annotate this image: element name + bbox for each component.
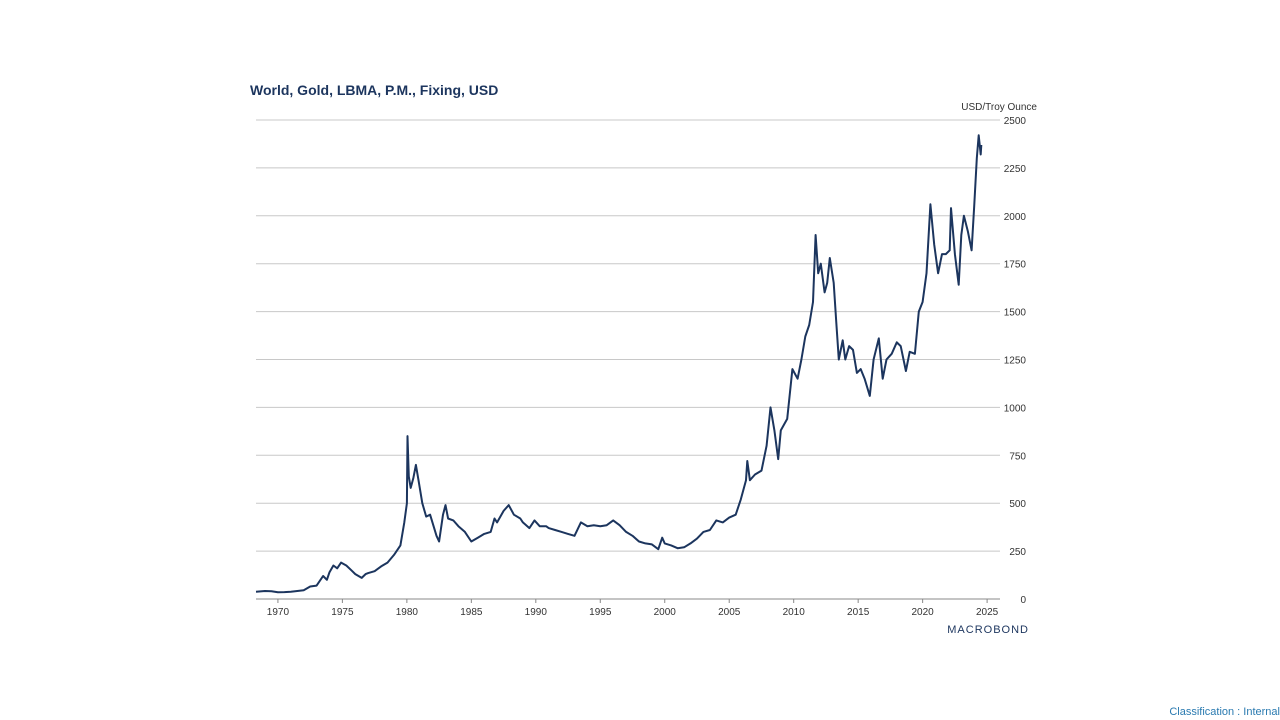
y-tick-label-1750: 1750 [1004, 260, 1027, 271]
y-tick-label-0: 0 [1020, 595, 1026, 606]
y-axis-label: USD/Troy Ounce [961, 102, 1037, 113]
x-axis-ticks: 1970 1975 1980 1985 1990 1995 2000 2005 2010 2015… [267, 599, 999, 618]
macrobond-logo: MACROBOND [947, 624, 1029, 636]
y-tick-label-1250: 1250 [1004, 356, 1027, 367]
y-tick-label-2250: 2250 [1004, 164, 1027, 175]
series-line-gold-price [255, 134, 983, 594]
x-tick-label-2025: 2025 [976, 607, 999, 618]
x-tick-label-2000: 2000 [654, 607, 677, 618]
gridlines [256, 119, 1000, 600]
x-tick-label-1970: 1970 [267, 607, 290, 618]
y-tick-label-750: 750 [1009, 451, 1026, 462]
macrobond-logo-text: MACROBOND [947, 624, 1029, 636]
y-axis-ticks: 0 250 500 750 1000 1250 1500 1750 2000 2250 2500 [1004, 116, 1027, 606]
x-tick-label-1980: 1980 [396, 607, 419, 618]
x-tick-label-1985: 1985 [460, 607, 483, 618]
y-tick-label-2500: 2500 [1004, 116, 1027, 127]
x-tick-label-2015: 2015 [847, 607, 870, 618]
y-tick-label-1000: 1000 [1004, 403, 1027, 414]
x-tick-label-2010: 2010 [783, 607, 806, 618]
x-tick-label-2020: 2020 [912, 607, 935, 618]
classification-label: Classification : Internal [1169, 706, 1280, 718]
y-tick-label-500: 500 [1009, 499, 1026, 510]
y-tick-label-250: 250 [1009, 547, 1026, 558]
x-tick-label-2005: 2005 [718, 607, 741, 618]
chart-title: World, Gold, LBMA, P.M., Fixing, USD [250, 82, 499, 98]
x-tick-label-1975: 1975 [331, 607, 354, 618]
x-tick-label-1990: 1990 [525, 607, 548, 618]
y-tick-label-2000: 2000 [1004, 212, 1027, 223]
y-tick-label-1500: 1500 [1004, 308, 1027, 319]
x-tick-label-1995: 1995 [589, 607, 612, 618]
